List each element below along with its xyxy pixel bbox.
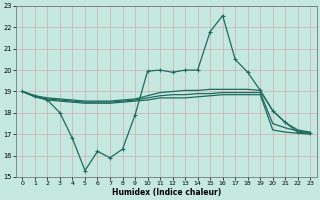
X-axis label: Humidex (Indice chaleur): Humidex (Indice chaleur) (112, 188, 221, 197)
